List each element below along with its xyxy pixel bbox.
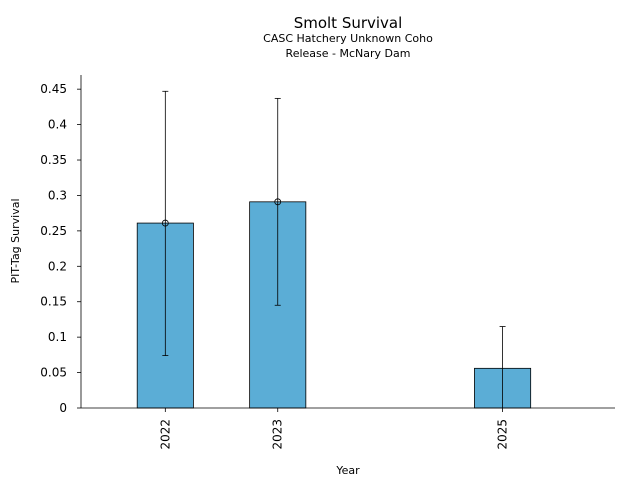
y-tick-label: 0	[59, 401, 67, 415]
x-axis-label: Year	[335, 464, 360, 477]
y-tick-label: 0.1	[48, 330, 67, 344]
y-tick-label: 0.45	[40, 82, 67, 96]
y-tick-label: 0.3	[48, 188, 67, 202]
y-tick-label: 0.4	[48, 118, 67, 132]
y-tick-label: 0.2	[48, 259, 67, 273]
y-axis-label: PIT-Tag Survival	[9, 198, 22, 283]
chart-subtitle-line2: Release - McNary Dam	[286, 47, 411, 60]
chart-subtitle-line1: CASC Hatchery Unknown Coho	[263, 32, 433, 45]
x-tick-label: 2025	[496, 419, 510, 450]
x-tick-label: 2022	[158, 419, 172, 450]
y-axis: 0 0.05 0.1 0.15 0.2 0.25 0.3 0.35 0.4 0.45	[40, 75, 81, 415]
y-tick-label: 0.35	[40, 153, 67, 167]
y-tick-label: 0.15	[40, 295, 67, 309]
x-tick-label: 2023	[271, 419, 285, 450]
plot-area	[137, 91, 530, 408]
x-axis: 2022 2023 2025	[81, 408, 615, 450]
y-tick-label: 0.05	[40, 366, 67, 380]
chart-title: Smolt Survival	[294, 14, 403, 32]
y-tick-label: 0.25	[40, 224, 67, 238]
chart: Smolt Survival CASC Hatchery Unknown Coh…	[0, 0, 640, 480]
